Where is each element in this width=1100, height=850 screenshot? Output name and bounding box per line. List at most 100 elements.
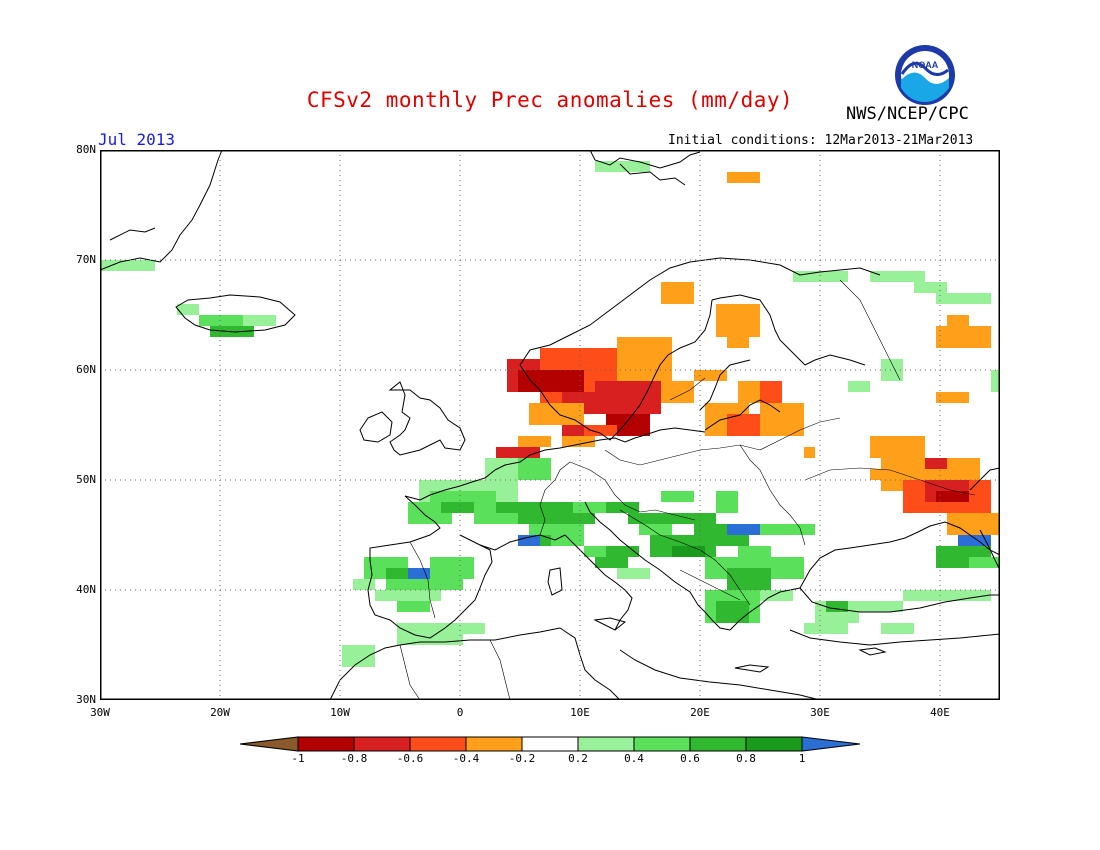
lat-label-50n: 50N — [76, 473, 96, 486]
anomaly-cell — [397, 623, 463, 645]
anomaly-cell — [364, 568, 386, 579]
anomaly-cell — [738, 546, 771, 568]
colorbar-cell — [745, 736, 803, 752]
anomaly-cell — [243, 315, 276, 326]
anomaly-cell — [408, 568, 430, 579]
map-title: CFSv2 monthly Prec anomalies (mm/day) — [306, 88, 794, 112]
anomaly-cell — [727, 172, 760, 183]
anomaly-cell — [903, 590, 936, 601]
coastlines — [100, 150, 1000, 700]
colorbar-cell — [409, 736, 467, 752]
anomaly-cell — [914, 282, 947, 293]
anomaly-cell — [584, 546, 606, 557]
anomaly-cell — [551, 535, 584, 546]
anomaly-cell — [397, 601, 430, 612]
anomaly-cell — [353, 579, 375, 590]
colorbar-cell — [689, 736, 747, 752]
anomaly-cell — [661, 282, 694, 304]
anomaly-cell — [595, 381, 661, 414]
anomaly-cell — [936, 491, 969, 502]
lon-label-30e: 30E — [810, 706, 830, 719]
colorbar-label-08: 0.8 — [736, 752, 756, 765]
anomaly-cell — [947, 513, 1000, 535]
anomaly-cell — [584, 425, 617, 436]
lon-label-30w: 30W — [90, 706, 110, 719]
lat-label-80n: 80N — [76, 143, 96, 156]
anomaly-cell — [716, 304, 760, 337]
anomaly-cell — [375, 590, 419, 601]
anomaly-cell — [991, 370, 1000, 392]
lon-label-20e: 20E — [690, 706, 710, 719]
anomaly-cell — [947, 315, 969, 326]
anomaly-cell — [826, 601, 848, 612]
anomaly-cell — [672, 513, 716, 524]
graticule — [100, 150, 1000, 700]
initial-conditions-label: Initial conditions: 12Mar2013-21Mar2013 — [668, 133, 974, 148]
colorbar-label-04: 0.4 — [624, 752, 644, 765]
lat-label-30n: 30N — [76, 693, 96, 706]
anomaly-cell — [793, 524, 815, 535]
anomaly-cell — [870, 271, 925, 282]
anomaly-cell — [936, 590, 969, 601]
anomaly-cell — [639, 524, 672, 535]
anomaly-cell — [364, 557, 408, 568]
anomaly-cell — [628, 513, 672, 524]
anomaly-cell — [518, 458, 551, 480]
anomaly-cell — [936, 392, 969, 403]
colorbar-label-neg06: -0.6 — [396, 752, 424, 765]
anomaly-cell — [518, 370, 584, 392]
anomaly-cell — [199, 315, 276, 326]
precip-anomaly-map — [100, 150, 1000, 700]
colorbar-cell — [465, 736, 523, 752]
anomaly-cell — [485, 458, 518, 480]
lat-label-60n: 60N — [76, 363, 96, 376]
anomaly-cell — [925, 458, 947, 469]
anomaly-cell — [969, 590, 991, 601]
anomaly-cell — [606, 502, 639, 513]
svg-text:NOAA: NOAA — [912, 60, 939, 70]
colorbar-cell — [633, 736, 691, 752]
anomaly-cell — [969, 557, 1000, 568]
lon-label-0: 0 — [456, 706, 464, 719]
lat-label-70n: 70N — [76, 253, 96, 266]
anomaly-cell — [562, 425, 595, 436]
anomaly-cell — [529, 403, 584, 425]
agency-label: NWS/NCEP/CPC — [846, 104, 969, 124]
anomaly-cell — [419, 590, 441, 601]
anomaly-cell — [518, 436, 551, 447]
anomaly-cell — [518, 535, 540, 546]
anomaly-cell — [606, 546, 639, 557]
anomaly-cell — [661, 491, 694, 502]
anomaly-cell — [760, 403, 804, 436]
lon-label-20w: 20W — [210, 706, 230, 719]
anomaly-cell — [771, 557, 804, 579]
anomaly-cell — [760, 590, 793, 601]
anomaly-cell — [760, 381, 782, 403]
colorbar-label-02: 0.2 — [568, 752, 588, 765]
anomaly-cell — [870, 469, 892, 480]
anomaly-cell — [540, 513, 595, 524]
colorbar-cell — [239, 736, 299, 752]
anomaly-cell — [595, 557, 628, 568]
anomaly-cell — [661, 381, 694, 403]
anomaly-cell — [859, 601, 903, 612]
anomaly-cell — [936, 293, 991, 304]
anomaly-cell — [793, 271, 848, 282]
colorbar-cell — [577, 736, 635, 752]
colorbar-cell — [353, 736, 411, 752]
anomaly-cell — [716, 601, 749, 623]
noaa-logo-icon: NOAA — [895, 45, 955, 105]
anomaly-cell — [529, 524, 584, 535]
anomaly-cell — [496, 447, 540, 458]
anomaly-cell — [342, 645, 375, 667]
colorbar-label-neg02: -0.2 — [508, 752, 536, 765]
anomaly-cell — [474, 513, 529, 524]
colorbar-label-1: 1 — [798, 752, 806, 765]
colorbar-cell — [521, 736, 579, 752]
anomaly-cell — [463, 623, 485, 634]
anomaly-cell — [870, 436, 925, 458]
anomaly-cell — [804, 623, 848, 634]
anomaly-cell — [716, 491, 738, 513]
colorbar-label-neg08: -0.8 — [340, 752, 368, 765]
anomaly-cell — [177, 304, 199, 315]
